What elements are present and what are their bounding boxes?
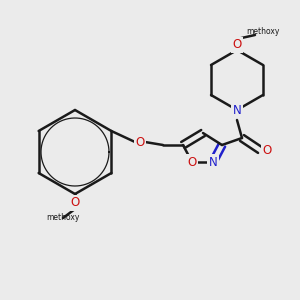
Text: methoxy: methoxy xyxy=(246,26,280,35)
Text: O: O xyxy=(188,155,196,169)
Text: O: O xyxy=(232,38,242,52)
Text: N: N xyxy=(208,155,217,169)
Text: O: O xyxy=(70,196,80,209)
Text: N: N xyxy=(232,103,242,116)
Text: methoxy: methoxy xyxy=(46,214,80,223)
Text: O: O xyxy=(262,143,272,157)
Text: O: O xyxy=(135,136,145,148)
